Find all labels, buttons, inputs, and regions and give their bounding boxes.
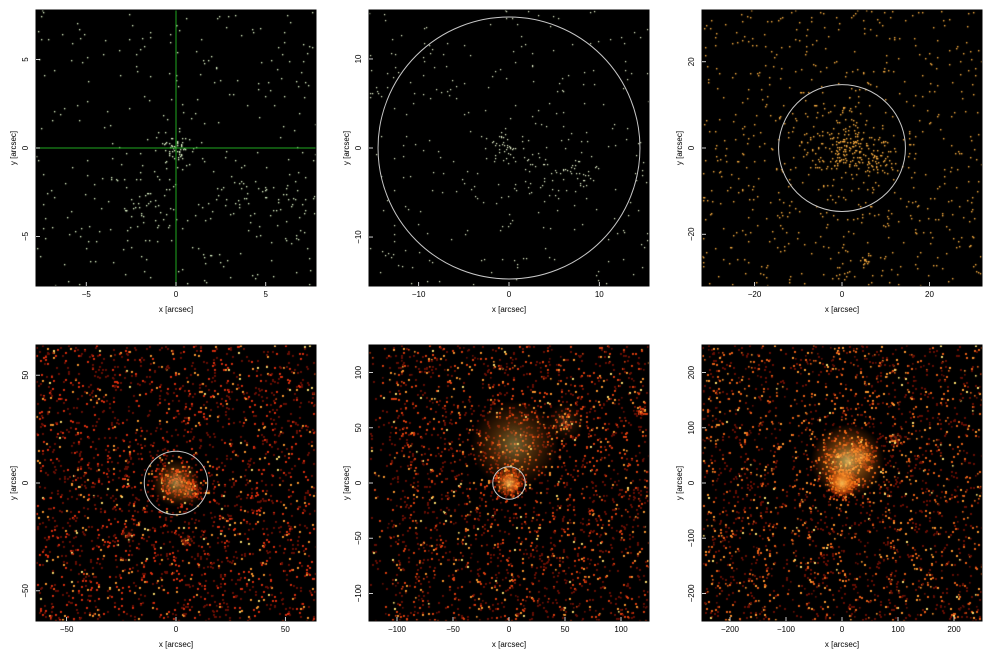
y-tick-label: −50 xyxy=(21,583,30,597)
y-tick-label: −100 xyxy=(354,584,363,603)
y-tick-label: 0 xyxy=(687,480,696,485)
x-tick-label: 0 xyxy=(174,625,179,634)
x-tick-label: 200 xyxy=(947,625,961,634)
x-axis-label: x [arcsec] xyxy=(492,305,526,314)
x-tick-label: −100 xyxy=(777,625,796,634)
y-tick-label: 50 xyxy=(354,423,363,432)
counts-image xyxy=(702,345,982,621)
y-tick-label: 20 xyxy=(687,57,696,66)
counts-image xyxy=(369,10,649,286)
panel-4: −50 0 50 −50 0 50 x [arcsec] y [arcsec] xyxy=(9,344,317,649)
y-tick-label: −20 xyxy=(687,227,696,241)
x-axis-label: x [arcsec] xyxy=(825,640,859,649)
counts-image xyxy=(702,10,982,286)
y-tick-label: 5 xyxy=(21,57,30,62)
y-axis-label: y [arcsec] xyxy=(9,131,18,165)
y-tick-label: 0 xyxy=(354,480,363,485)
x-tick-label: 5 xyxy=(264,290,269,299)
extraction-circle xyxy=(143,450,209,516)
y-tick-label: −100 xyxy=(687,529,696,548)
x-tick-label: −50 xyxy=(60,625,74,634)
counts-image xyxy=(369,345,649,621)
x-tick-label: 10 xyxy=(595,290,604,299)
x-tick-label: 0 xyxy=(174,290,179,299)
x-tick-label: −100 xyxy=(388,625,407,634)
x-tick-label: 100 xyxy=(614,625,628,634)
x-axis-label: x [arcsec] xyxy=(825,305,859,314)
x-tick-label: −20 xyxy=(748,290,762,299)
y-tick-label: −5 xyxy=(21,231,30,241)
y-tick-label: 0 xyxy=(354,145,363,150)
y-tick-label: 10 xyxy=(354,54,363,63)
y-tick-label: 0 xyxy=(687,145,696,150)
y-axis-label: y [arcsec] xyxy=(342,466,351,500)
x-axis-label: x [arcsec] xyxy=(492,640,526,649)
y-axis-label: y [arcsec] xyxy=(675,131,684,165)
x-tick-label: −50 xyxy=(446,625,460,634)
panel-5: −100 −50 0 50 100 −100 −50 0 50 100 x [arcsec] y [a… xyxy=(342,344,650,649)
x-tick-label: 50 xyxy=(561,625,570,634)
y-tick-label: 0 xyxy=(21,480,30,485)
panel-6: −200 −100 0 100 200 −200 −100 0 100 200 x [arcsec]… xyxy=(675,344,983,649)
panel-2: −10 0 10 −10 0 10 x [arcsec] y [arcsec] xyxy=(342,9,650,314)
y-tick-label: 100 xyxy=(687,421,696,435)
panel-1: −5 0 5 −5 0 5 x [arcsec] y [arcsec] xyxy=(9,9,317,314)
x-tick-label: 0 xyxy=(840,625,845,634)
x-tick-label: 20 xyxy=(925,290,934,299)
y-axis-label: y [arcsec] xyxy=(675,466,684,500)
x-tick-label: 0 xyxy=(840,290,845,299)
panel-3: −20 0 20 −20 0 20 x [arcsec] y [arcsec] xyxy=(675,9,983,314)
y-tick-label: −10 xyxy=(354,230,363,244)
y-tick-label: 200 xyxy=(687,365,696,379)
y-axis-label: y [arcsec] xyxy=(342,131,351,165)
y-axis-label: y [arcsec] xyxy=(9,466,18,500)
x-tick-label: −200 xyxy=(721,625,740,634)
y-tick-label: −50 xyxy=(354,531,363,545)
extraction-circle xyxy=(377,16,641,280)
x-tick-label: 50 xyxy=(281,625,290,634)
y-tick-label: 100 xyxy=(354,365,363,379)
counts-image xyxy=(36,345,316,621)
y-tick-label: 0 xyxy=(21,145,30,150)
x-tick-label: 0 xyxy=(507,290,512,299)
extraction-circle xyxy=(492,466,526,500)
y-tick-label: −200 xyxy=(687,584,696,603)
x-axis-label: x [arcsec] xyxy=(159,305,193,314)
y-tick-label: 50 xyxy=(21,370,30,379)
extraction-circle xyxy=(778,84,906,212)
x-axis-label: x [arcsec] xyxy=(159,640,193,649)
x-tick-label: 100 xyxy=(891,625,905,634)
x-tick-label: −10 xyxy=(412,290,426,299)
x-tick-label: 0 xyxy=(507,625,512,634)
x-tick-label: −5 xyxy=(82,290,92,299)
